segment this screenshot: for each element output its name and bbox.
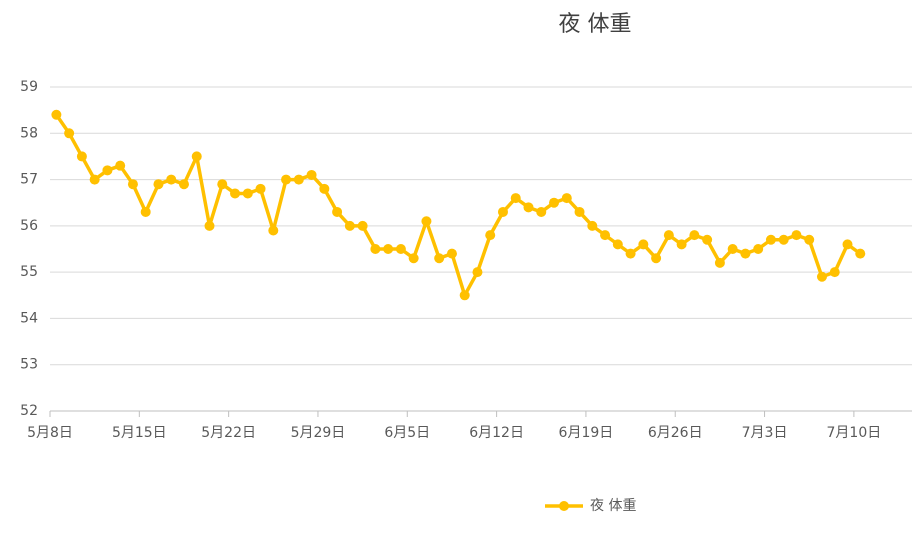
data-point	[383, 244, 394, 254]
x-tick-label: 7月10日	[827, 425, 882, 441]
x-tick-label: 6月5日	[384, 425, 430, 441]
data-point	[127, 179, 138, 190]
data-point	[791, 230, 802, 241]
data-point	[727, 244, 738, 254]
data-point	[714, 257, 725, 268]
y-tick-label: 54	[20, 310, 38, 326]
x-tick-label: 5月8日	[27, 425, 73, 441]
data-point	[778, 234, 789, 245]
data-point	[638, 239, 649, 250]
data-point	[574, 206, 585, 217]
data-point	[561, 193, 572, 204]
data-point	[765, 234, 776, 245]
data-point	[204, 220, 215, 231]
data-point	[587, 220, 598, 231]
data-point	[140, 206, 151, 217]
y-tick-label: 56	[20, 218, 38, 234]
y-tick-label: 57	[20, 172, 38, 188]
data-point	[446, 248, 457, 259]
data-point	[293, 174, 304, 185]
data-point	[281, 174, 292, 185]
data-point	[395, 244, 406, 254]
data-point	[370, 244, 381, 254]
data-point	[651, 253, 662, 264]
x-tick-label: 7月3日	[742, 425, 788, 441]
x-tick-label: 6月19日	[559, 425, 614, 441]
data-point	[178, 179, 189, 190]
data-point	[191, 151, 202, 162]
data-point	[536, 206, 547, 217]
data-point	[230, 188, 241, 199]
chart-title: 夜 体重	[559, 12, 632, 37]
data-point	[816, 271, 827, 282]
data-point	[829, 267, 840, 278]
data-point	[408, 253, 419, 264]
data-point	[842, 239, 853, 250]
legend-label: 夜 体重	[590, 498, 636, 514]
series-line	[54, 113, 862, 298]
data-point	[485, 230, 496, 241]
data-point	[740, 248, 751, 259]
data-point	[523, 202, 534, 213]
data-point	[332, 206, 343, 217]
x-tick-label: 6月12日	[469, 425, 524, 441]
data-point	[64, 128, 75, 139]
data-point	[472, 267, 483, 278]
data-point	[549, 197, 560, 208]
x-tick-label: 6月26日	[648, 425, 703, 441]
data-point	[51, 109, 62, 120]
x-tick-label: 5月15日	[112, 425, 167, 441]
data-point	[344, 220, 355, 231]
data-point	[255, 183, 266, 194]
data-point	[76, 151, 87, 162]
data-point	[421, 216, 432, 227]
data-point	[689, 230, 700, 241]
data-point	[459, 290, 470, 301]
data-point	[804, 234, 815, 245]
data-point	[268, 225, 279, 236]
data-point	[612, 239, 623, 250]
y-tick-label: 58	[20, 125, 38, 141]
data-point	[497, 206, 508, 217]
x-tick-label: 5月22日	[201, 425, 256, 441]
data-point	[702, 234, 713, 245]
y-tick-label: 53	[20, 357, 38, 373]
data-point	[753, 244, 764, 254]
y-tick-label: 55	[20, 264, 38, 280]
data-point	[600, 230, 611, 241]
legend-marker	[559, 501, 569, 511]
data-point	[676, 239, 687, 250]
y-tick-label: 52	[20, 403, 38, 419]
data-point	[153, 179, 164, 190]
data-point	[89, 174, 100, 185]
x-tick-label: 5月29日	[291, 425, 346, 441]
data-point	[319, 183, 330, 194]
data-point	[625, 248, 636, 259]
data-point	[166, 174, 177, 185]
data-point	[663, 230, 674, 241]
data-point	[242, 188, 253, 199]
data-point	[855, 248, 866, 259]
data-point	[115, 160, 126, 171]
data-point	[434, 253, 445, 264]
y-tick-label: 59	[20, 79, 38, 95]
data-point	[306, 169, 317, 180]
data-point	[217, 179, 228, 190]
data-point	[510, 193, 521, 204]
data-point	[357, 220, 368, 231]
data-point	[102, 165, 113, 176]
